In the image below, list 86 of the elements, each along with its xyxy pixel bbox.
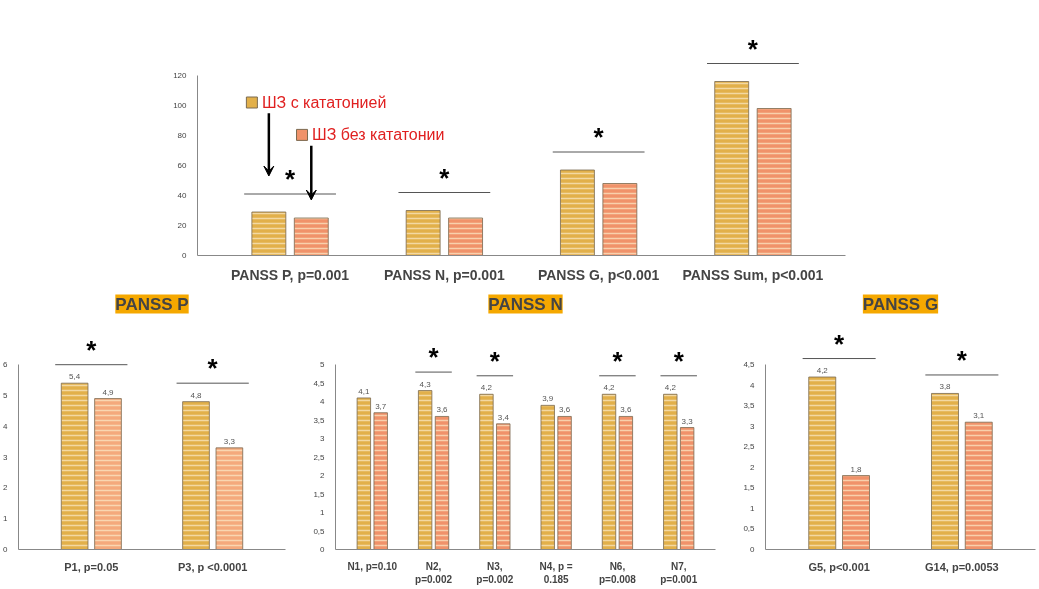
data-label: 4,3 (419, 379, 432, 389)
x-tick-label: PANSS N, p=0.001 (383, 266, 505, 283)
annotation: * (747, 33, 759, 64)
data-label: 3,7 (375, 401, 387, 411)
legend-label: ШЗ без кататонии (312, 126, 445, 144)
y-tick-label: 2,5 (313, 452, 326, 462)
y-tick-label: 5 (3, 391, 9, 400)
x-tick-label: PANSS G, p<0.001 (537, 266, 660, 283)
x-tick-label: G5, p<0.001 (808, 560, 870, 573)
annotation: * (86, 334, 98, 365)
x-tick-label: PANSS Sum, p<0.001 (682, 266, 824, 283)
y-tick-label: 0 (3, 545, 9, 554)
data-label: 4,2 (816, 366, 829, 376)
data-label: 5,4 (69, 372, 81, 382)
legend-label: ШЗ с кататонией (261, 94, 387, 111)
x-tick-label: PANSS P, p=0.001 (230, 266, 350, 283)
y-tick-label: 4 (750, 380, 756, 390)
data-label: 4,2 (480, 383, 493, 393)
x-tick-label: G14, p=0.0053 (925, 560, 999, 573)
y-tick-label: 80 (177, 131, 188, 140)
y-tick-label: 2 (320, 471, 326, 481)
y-tick-label: 2 (3, 483, 9, 493)
y-tick-label: 3 (3, 452, 9, 462)
data-label: 3,3 (223, 436, 236, 446)
data-label: 3,6 (620, 405, 632, 415)
x-tick-label: P1, p=0.05 (64, 560, 119, 573)
y-tick-label: 0,5 (313, 526, 326, 536)
y-tick-label: 4,5 (313, 378, 326, 388)
chart-title: PANSS G (862, 294, 939, 314)
annotation: * (285, 164, 297, 194)
y-tick-label: 1 (750, 503, 756, 513)
data-label: 3,1 (973, 411, 985, 421)
y-tick-label: 4 (3, 421, 9, 431)
data-label: 3,4 (497, 412, 510, 422)
x-tick-label: N7, p=0.001 (660, 560, 698, 585)
y-tick-label: 20 (177, 221, 188, 230)
y-tick-label: 0 (182, 251, 188, 260)
y-tick-label: 1 (320, 508, 326, 518)
annotation: * (428, 342, 440, 373)
x-tick-label: N4, p = 0.185 (539, 560, 573, 585)
y-tick-label: 120 (173, 71, 188, 80)
data-label: 4,1 (358, 386, 370, 396)
annotation: * (956, 344, 968, 375)
y-tick-label: 3 (320, 434, 326, 444)
y-tick-label: 4,5 (743, 360, 756, 370)
data-label: 4,2 (603, 383, 616, 393)
annotation: * (593, 122, 605, 152)
x-tick-label: P3, p <0.0001 (177, 560, 248, 573)
y-tick-label: 1,5 (743, 483, 756, 493)
chart-title: PANSS P (115, 294, 189, 314)
y-tick-label: 0,5 (743, 524, 756, 534)
x-tick-label: N3, p=0.002 (476, 560, 514, 585)
annotation: * (489, 345, 501, 376)
data-label: 3,6 (559, 405, 571, 415)
y-tick-label: 1,5 (313, 489, 326, 499)
y-tick-label: 40 (177, 191, 188, 200)
y-tick-label: 0 (320, 545, 326, 554)
annotation: * (612, 345, 624, 376)
y-tick-label: 3,5 (313, 415, 326, 425)
x-tick-label: N2, p=0.002 (415, 560, 453, 585)
y-tick-label: 2,5 (743, 442, 756, 452)
data-label: 3,6 (436, 405, 449, 415)
y-tick-label: 5 (320, 360, 326, 370)
y-tick-label: 60 (177, 161, 188, 170)
annotation: * (439, 162, 451, 193)
y-tick-label: 0 (750, 545, 756, 554)
data-label: 3,3 (681, 416, 694, 426)
y-tick-label: 100 (173, 101, 188, 110)
annotation: * (673, 345, 685, 376)
data-label: 4,2 (664, 383, 677, 393)
data-label: 4,9 (102, 387, 115, 397)
chart-title: PANSS N (488, 294, 563, 314)
x-tick-label: N6, p=0.008 (598, 560, 637, 585)
data-label: 1,8 (850, 464, 863, 474)
annotation: * (834, 328, 846, 359)
data-label: 4,8 (190, 390, 203, 400)
data-label: 3,9 (542, 394, 554, 404)
y-tick-label: 4 (320, 397, 326, 407)
y-tick-label: 2 (750, 462, 756, 472)
x-tick-label: N1, p=0.10 (347, 560, 398, 572)
y-tick-label: 3 (750, 421, 756, 431)
annotation: * (207, 353, 219, 384)
y-tick-label: 6 (3, 360, 9, 370)
data-label: 3,8 (939, 382, 952, 392)
y-tick-label: 1 (3, 514, 9, 524)
y-tick-label: 3,5 (743, 401, 756, 411)
